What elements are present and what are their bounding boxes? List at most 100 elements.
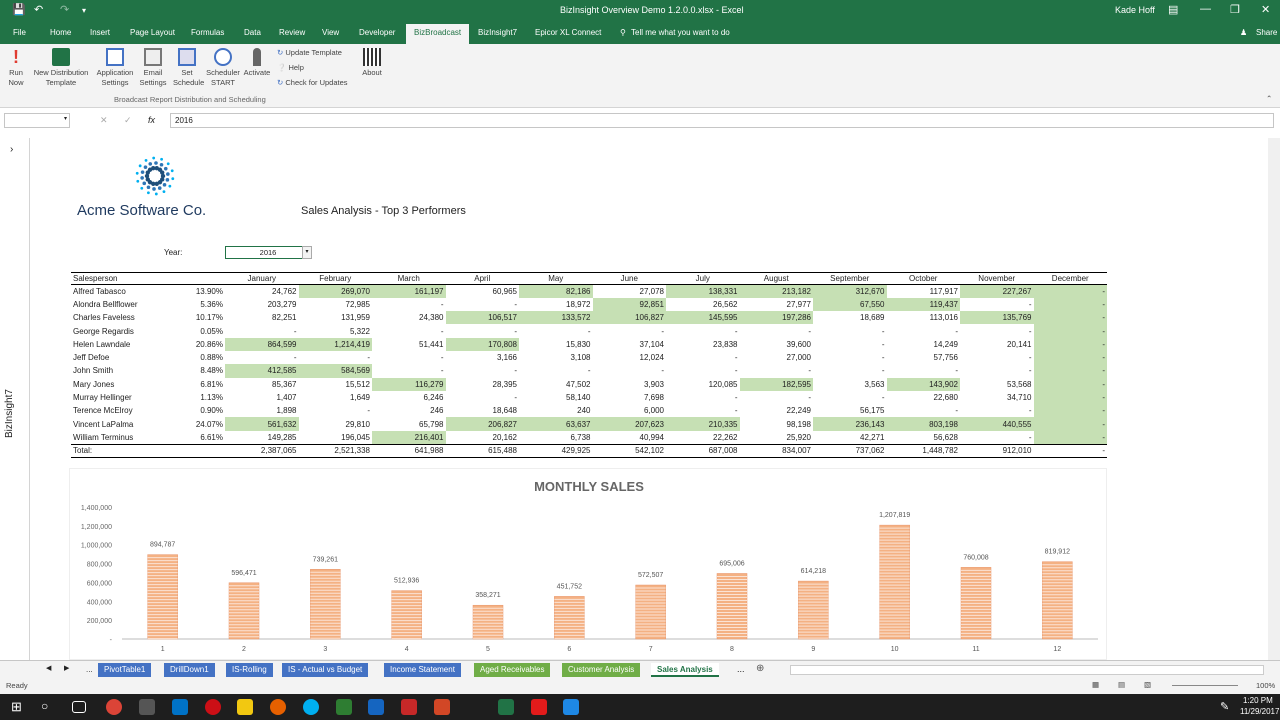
expand-pane-icon[interactable]: ›	[10, 144, 14, 155]
value-cell[interactable]: 440,555	[960, 417, 1034, 431]
clock-date[interactable]: 11/29/2017	[1240, 707, 1280, 716]
value-cell[interactable]: 584,569	[298, 364, 372, 378]
tab-home[interactable]: Home	[50, 28, 72, 37]
value-cell[interactable]: 145,595	[666, 311, 740, 325]
more-tabs[interactable]: ...	[737, 664, 745, 674]
total-cell[interactable]: 737,062	[813, 443, 887, 458]
network-app-icon[interactable]	[563, 699, 579, 715]
percent-cell[interactable]: 6.61%	[200, 432, 223, 442]
enter-icon[interactable]: ✓	[124, 115, 132, 125]
value-cell[interactable]: -	[734, 393, 738, 403]
monthly-sales-chart[interactable]: MONTHLY SALES 1,400,000 1,200,000 1,000,000…	[69, 468, 1107, 660]
update-template-button[interactable]: ↻ Update Template	[277, 48, 342, 57]
clock-time[interactable]: 1:20 PM	[1243, 696, 1273, 705]
value-cell[interactable]: -	[440, 366, 444, 376]
value-cell[interactable]: 133,572	[519, 311, 593, 325]
value-cell[interactable]: -	[440, 353, 444, 363]
value-cell[interactable]: 3,108	[570, 353, 591, 363]
value-cell[interactable]: -	[955, 366, 958, 376]
percent-cell[interactable]: 10.17%	[195, 313, 223, 323]
value-cell[interactable]: 60,965	[492, 286, 517, 296]
value-cell[interactable]: 3,563	[864, 379, 885, 389]
value-cell[interactable]: -	[1033, 417, 1107, 431]
salesperson-name[interactable]: Mary Jones	[73, 379, 115, 389]
value-cell[interactable]: 3,166	[496, 353, 517, 363]
value-cell[interactable]: 412,585	[225, 364, 299, 378]
check-updates-button[interactable]: ↻ Check for Updates	[277, 78, 348, 87]
opera-icon[interactable]	[205, 699, 221, 715]
value-cell[interactable]: 98,198	[786, 419, 811, 429]
value-cell[interactable]: -	[1033, 430, 1107, 445]
value-cell[interactable]: 29,810	[345, 419, 370, 429]
email-settings-button[interactable]: Email Settings	[139, 48, 167, 88]
value-cell[interactable]: 216,401	[372, 430, 446, 445]
value-cell[interactable]: -	[881, 393, 885, 403]
tab-bizinsight7[interactable]: BizInsight7	[478, 28, 518, 37]
salesperson-name[interactable]: Alondra Bellflower	[73, 299, 138, 309]
scheduler-start-button[interactable]: Scheduler START	[204, 48, 242, 88]
value-cell[interactable]: 56,628	[933, 432, 958, 442]
value-cell[interactable]: 106,517	[445, 311, 519, 325]
app-icon[interactable]	[368, 699, 384, 715]
value-cell[interactable]: 1,214,419	[298, 337, 372, 351]
value-cell[interactable]: -	[1033, 311, 1107, 325]
value-cell[interactable]: 22,680	[933, 393, 958, 403]
percent-cell[interactable]: 6.81%	[200, 379, 223, 389]
sheet-tab[interactable]: Aged Receivables	[474, 663, 551, 677]
value-cell[interactable]: -	[514, 366, 517, 376]
value-cell[interactable]: 57,756	[933, 353, 958, 363]
value-cell[interactable]: -	[514, 299, 517, 309]
value-cell[interactable]: -	[1033, 284, 1107, 298]
new-distribution-template-button[interactable]: New Distribution Template	[31, 48, 91, 88]
value-cell[interactable]: 51,441	[419, 339, 444, 349]
tab-bizbroadcast[interactable]: BizBroadcast	[406, 24, 470, 44]
total-cell[interactable]: 429,925	[519, 443, 593, 458]
outlook-icon[interactable]	[172, 699, 188, 715]
restore-icon[interactable]: ❐	[1230, 4, 1240, 16]
salesperson-name[interactable]: William Terminus	[73, 432, 134, 442]
sheet-tab[interactable]: Customer Analysis	[562, 663, 641, 677]
value-cell[interactable]: 18,689	[860, 313, 885, 323]
tab-data[interactable]: Data	[244, 28, 261, 37]
value-cell[interactable]: 28,395	[492, 379, 517, 389]
value-cell[interactable]: 182,595	[739, 377, 813, 391]
security-shield-icon[interactable]	[336, 699, 352, 715]
value-cell[interactable]: 40,994	[639, 432, 664, 442]
value-cell[interactable]: 15,512	[345, 379, 370, 389]
normal-view-icon[interactable]: ▦	[1092, 680, 1100, 689]
total-cell[interactable]: 1,448,782	[886, 443, 960, 458]
about-button[interactable]: About	[358, 48, 386, 78]
application-settings-button[interactable]: Application Settings	[93, 48, 137, 88]
total-cell[interactable]: 641,988	[372, 443, 446, 458]
total-cell[interactable]: 615,488	[445, 443, 519, 458]
name-box[interactable]: ▾	[4, 113, 70, 128]
collapse-ribbon-icon[interactable]: ⌃	[1266, 94, 1273, 103]
file-explorer-icon[interactable]	[237, 699, 253, 715]
insert-function-icon[interactable]: fx	[148, 115, 156, 125]
chrome-icon[interactable]	[106, 699, 122, 715]
value-cell[interactable]: 210,335	[666, 417, 740, 431]
value-cell[interactable]: -	[808, 326, 811, 336]
salesperson-name[interactable]: Vincent LaPalma	[73, 419, 134, 429]
value-cell[interactable]: 6,000	[643, 406, 664, 416]
salesperson-name[interactable]: Helen Lawndale	[73, 339, 131, 349]
page-layout-icon[interactable]: ▤	[1118, 680, 1126, 689]
tab-formulas[interactable]: Formulas	[191, 28, 225, 37]
value-cell[interactable]: 138,331	[666, 284, 740, 298]
value-cell[interactable]: 1,407	[276, 393, 297, 403]
value-cell[interactable]: -	[440, 326, 444, 336]
percent-cell[interactable]: 1.13%	[200, 393, 223, 403]
chart-bar[interactable]	[472, 604, 504, 640]
value-cell[interactable]: -	[881, 339, 885, 349]
notification-icon[interactable]: ✎	[1220, 701, 1230, 713]
value-cell[interactable]: 20,141	[1007, 339, 1032, 349]
value-cell[interactable]: 113,016	[929, 313, 958, 323]
value-cell[interactable]: 7,698	[643, 393, 664, 403]
tell-me-box[interactable]: Tell me what you want to do	[631, 28, 730, 37]
value-cell[interactable]: 246	[430, 406, 444, 416]
value-cell[interactable]: -	[808, 393, 811, 403]
total-cell[interactable]: 2,521,338	[298, 443, 372, 458]
firefox-icon[interactable]	[270, 699, 286, 715]
side-pane-label[interactable]: BizInsight7	[4, 389, 15, 438]
skype-icon[interactable]	[303, 699, 319, 715]
